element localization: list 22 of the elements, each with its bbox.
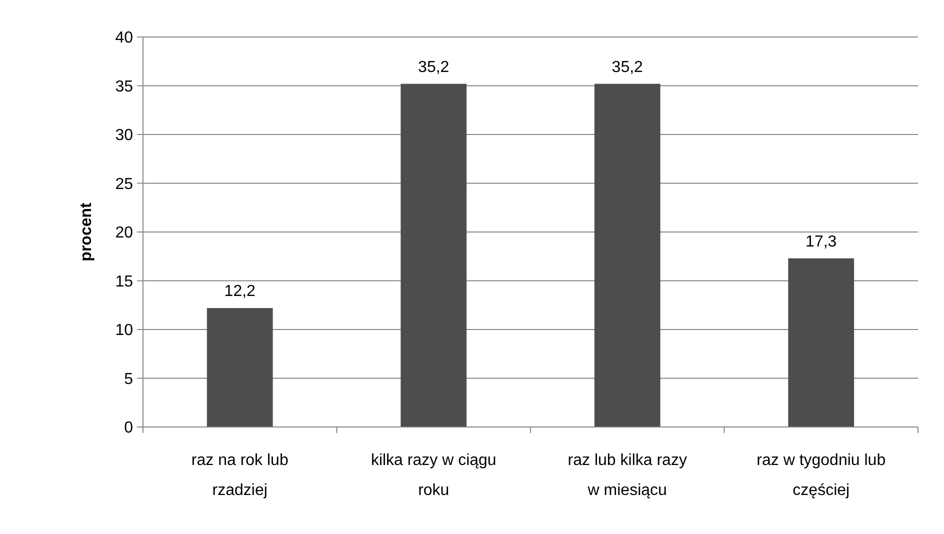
x-tick-label: raz na rok lub rzadziej: [191, 452, 288, 499]
x-tick-label: raz lub kilka razy w miesiącu: [568, 452, 687, 499]
bar: [788, 258, 854, 427]
data-label: 35,2: [418, 58, 450, 76]
data-label: 35,2: [612, 58, 644, 76]
y-tick-label: 30: [115, 127, 134, 144]
data-label: 17,3: [806, 233, 837, 250]
y-tick-label: 35: [115, 78, 134, 96]
x-tick-label: raz w tygodniu lub częściej: [756, 452, 886, 499]
bar: [400, 84, 467, 427]
y-tick-label: 10: [115, 322, 134, 340]
y-tick-label: 5: [124, 370, 134, 388]
y-tick-label: 20: [115, 224, 134, 242]
bar: [206, 308, 273, 427]
data-label: 12,2: [224, 283, 256, 300]
x-tick-label: kilka razy w ciągu roku: [370, 452, 496, 499]
y-tick-label: 40: [115, 30, 134, 47]
bar: [594, 84, 660, 427]
y-tick-label: 15: [115, 273, 134, 290]
y-axis-title: procent: [78, 202, 95, 262]
y-tick-label: 0: [124, 420, 134, 437]
y-tick-label: 25: [115, 176, 134, 193]
